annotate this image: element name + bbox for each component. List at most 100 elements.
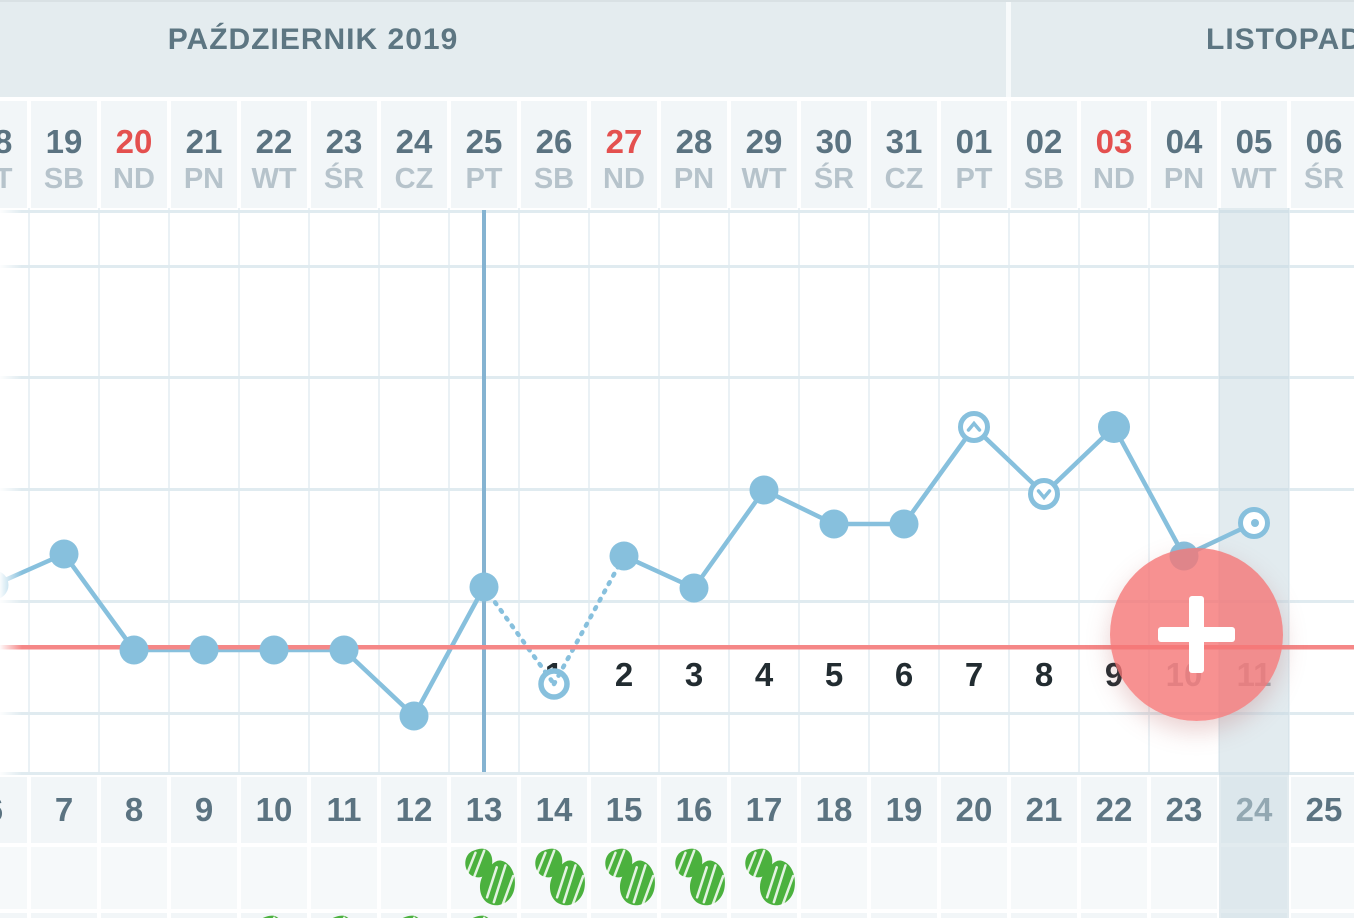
footer-day-cell[interactable]: 13 — [451, 777, 517, 843]
date-number: 25 — [465, 123, 503, 160]
weekday-label: ND — [1093, 163, 1135, 195]
date-number: 22 — [255, 123, 293, 160]
footer-day-number: 23 — [1165, 791, 1203, 828]
footer-day-cell[interactable]: 21 — [1011, 777, 1077, 843]
date-cell[interactable]: 04 PN — [1151, 101, 1217, 208]
leaf-row-cell[interactable] — [1011, 847, 1077, 909]
footer-day-number: 9 — [194, 791, 214, 828]
horizontal-gridline — [0, 488, 1354, 491]
weekday-label: PN — [1163, 163, 1205, 195]
date-number: 19 — [45, 123, 83, 160]
leaf-icon — [745, 848, 795, 907]
weekday-label: WT — [251, 163, 297, 195]
add-entry-fab[interactable]: + — [1110, 548, 1283, 721]
leaf-row-cell[interactable] — [1291, 847, 1354, 909]
date-cell[interactable]: 02 SB — [1011, 101, 1077, 208]
footer-day-cell[interactable]: 25 — [1291, 777, 1354, 843]
date-cell[interactable]: 23 ŚR — [311, 101, 377, 208]
leaf-row-cell[interactable] — [171, 847, 237, 909]
date-cell[interactable]: 20 ND — [101, 101, 167, 208]
date-cell[interactable]: 19 SB — [31, 101, 97, 208]
date-cell[interactable]: 06 ŚR — [1291, 101, 1354, 208]
next-row-cell — [1081, 913, 1147, 918]
footer-day-cell[interactable]: 6 — [0, 777, 27, 843]
leaf-row-cell[interactable] — [941, 847, 1007, 909]
date-number: 02 — [1025, 123, 1063, 160]
footer-day-cell[interactable]: 11 — [311, 777, 377, 843]
footer-day-cell[interactable]: 10 — [241, 777, 307, 843]
footer-day-cell[interactable]: 7 — [31, 777, 97, 843]
leaf-row-cell[interactable] — [101, 847, 167, 909]
leaf-row-cell[interactable] — [0, 847, 27, 909]
footer-day-cell[interactable]: 14 — [521, 777, 587, 843]
date-number: 23 — [325, 123, 363, 160]
weekday-label: SB — [533, 163, 575, 195]
footer-day-cell[interactable]: 9 — [171, 777, 237, 843]
vertical-gridline — [658, 208, 660, 775]
footer-day-number: 15 — [605, 791, 643, 828]
vertical-gridline — [308, 208, 310, 775]
footer-day-number: 22 — [1095, 791, 1133, 828]
leaf-row-cell[interactable] — [1151, 847, 1217, 909]
footer-day-number: 8 — [124, 791, 144, 828]
date-number: 30 — [815, 123, 853, 160]
footer-day-cell[interactable]: 16 — [661, 777, 727, 843]
date-cell[interactable]: 24 CZ — [381, 101, 447, 208]
vertical-gridline — [588, 208, 590, 775]
footer-day-number: 19 — [885, 791, 923, 828]
fertility-leaf-icon — [528, 846, 590, 908]
footer-day-number: 6 — [0, 777, 27, 843]
top-hairline — [0, 0, 1354, 2]
vertical-gridline — [728, 208, 730, 775]
footer-day-number: 12 — [395, 791, 433, 828]
leaf-row-cell[interactable] — [311, 847, 377, 909]
leaf-icon — [675, 848, 725, 907]
date-cell[interactable]: 27 ND — [591, 101, 657, 208]
leaf-row-cell[interactable] — [31, 847, 97, 909]
date-cell[interactable]: 03 ND — [1081, 101, 1147, 208]
date-number: 31 — [885, 123, 923, 160]
footer-day-number: 18 — [815, 791, 853, 828]
footer-day-cell[interactable]: 17 — [731, 777, 797, 843]
vertical-gridline — [98, 208, 100, 775]
date-cell[interactable]: 25 PT — [451, 101, 517, 208]
date-cell[interactable]: 22 WT — [241, 101, 307, 208]
leaf-row-cell[interactable] — [1081, 847, 1147, 909]
footer-day-cell[interactable]: 23 — [1151, 777, 1217, 843]
date-cell[interactable]: 18PT — [0, 101, 27, 208]
leaf-row-cell[interactable] — [381, 847, 447, 909]
fertility-leaf-icon-clipped — [248, 913, 310, 918]
footer-day-cell[interactable]: 18 — [801, 777, 867, 843]
date-cell[interactable]: 05 WT — [1221, 101, 1287, 208]
footer-day-cell[interactable]: 8 — [101, 777, 167, 843]
next-row-cell — [1291, 913, 1354, 918]
date-cell[interactable]: 01 PT — [941, 101, 1007, 208]
vertical-gridline — [1078, 208, 1080, 775]
date-cell[interactable]: 30 ŚR — [801, 101, 867, 208]
date-cell[interactable]: 26 SB — [521, 101, 587, 208]
footer-day-cell[interactable]: 15 — [591, 777, 657, 843]
date-cell[interactable]: 21 PN — [171, 101, 237, 208]
date-cell[interactable]: 31 CZ — [871, 101, 937, 208]
left-scroll-fade — [0, 208, 22, 775]
footer-day-cell[interactable]: 20 — [941, 777, 1007, 843]
next-row-cell — [1151, 913, 1217, 918]
date-number: 01 — [955, 123, 993, 160]
date-number: 27 — [605, 123, 643, 160]
date-cell[interactable]: 29 WT — [731, 101, 797, 208]
footer-day-cell[interactable]: 19 — [871, 777, 937, 843]
vertical-gridline — [798, 208, 800, 775]
footer-day-number: 25 — [1305, 791, 1343, 828]
footer-day-cell[interactable]: 22 — [1081, 777, 1147, 843]
leaf-row-cell[interactable] — [871, 847, 937, 909]
vertical-gridline — [938, 208, 940, 775]
leaf-row-cell[interactable] — [241, 847, 307, 909]
leaf-row-cell[interactable] — [801, 847, 867, 909]
weekday-label: CZ — [884, 163, 924, 195]
next-row-cell — [661, 913, 727, 918]
date-cell[interactable]: 28 PN — [661, 101, 727, 208]
date-number: 26 — [535, 123, 573, 160]
footer-day-cell[interactable]: 12 — [381, 777, 447, 843]
footer-day-number: 13 — [465, 791, 503, 828]
